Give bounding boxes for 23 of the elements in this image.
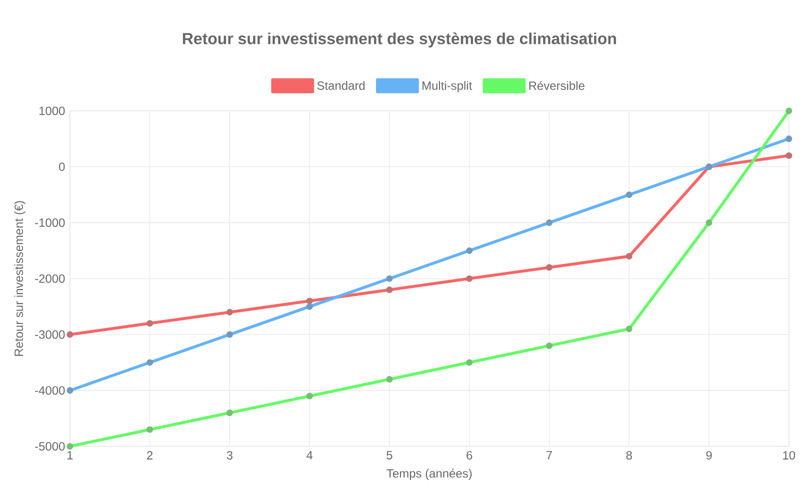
y-tick-label: -1000 bbox=[35, 218, 65, 227]
legend-label: Standard bbox=[317, 80, 365, 90]
x-tick-label: 8 bbox=[626, 450, 632, 460]
chart-title: Retour sur investissement des systèmes de climatisation bbox=[182, 32, 616, 48]
y-axis-title: Retour sur investissement (€) bbox=[14, 200, 26, 356]
legend-label: Multi-split bbox=[422, 80, 472, 92]
x-tick-label: 2 bbox=[147, 450, 153, 460]
x-tick-label: 9 bbox=[706, 450, 712, 460]
x-tick-label: 10 bbox=[783, 450, 796, 460]
legend-label: Réversible bbox=[529, 80, 584, 90]
y-tick-label: 0 bbox=[59, 162, 65, 171]
y-tick-label: 1000 bbox=[39, 106, 65, 115]
x-tick-label: 3 bbox=[226, 450, 232, 460]
y-tick-label: -3000 bbox=[35, 330, 65, 339]
y-tick-label: -4000 bbox=[35, 386, 65, 395]
x-tick-label: 6 bbox=[466, 450, 472, 460]
y-tick-label: -5000 bbox=[35, 442, 65, 450]
y-tick-label: -2000 bbox=[35, 274, 65, 283]
x-tick-label: 5 bbox=[386, 450, 392, 460]
x-tick-label: 4 bbox=[306, 450, 313, 460]
x-tick-label: 7 bbox=[546, 450, 552, 460]
x-axis-title: Temps (années) bbox=[386, 468, 472, 480]
x-tick-label: 1 bbox=[67, 450, 73, 460]
